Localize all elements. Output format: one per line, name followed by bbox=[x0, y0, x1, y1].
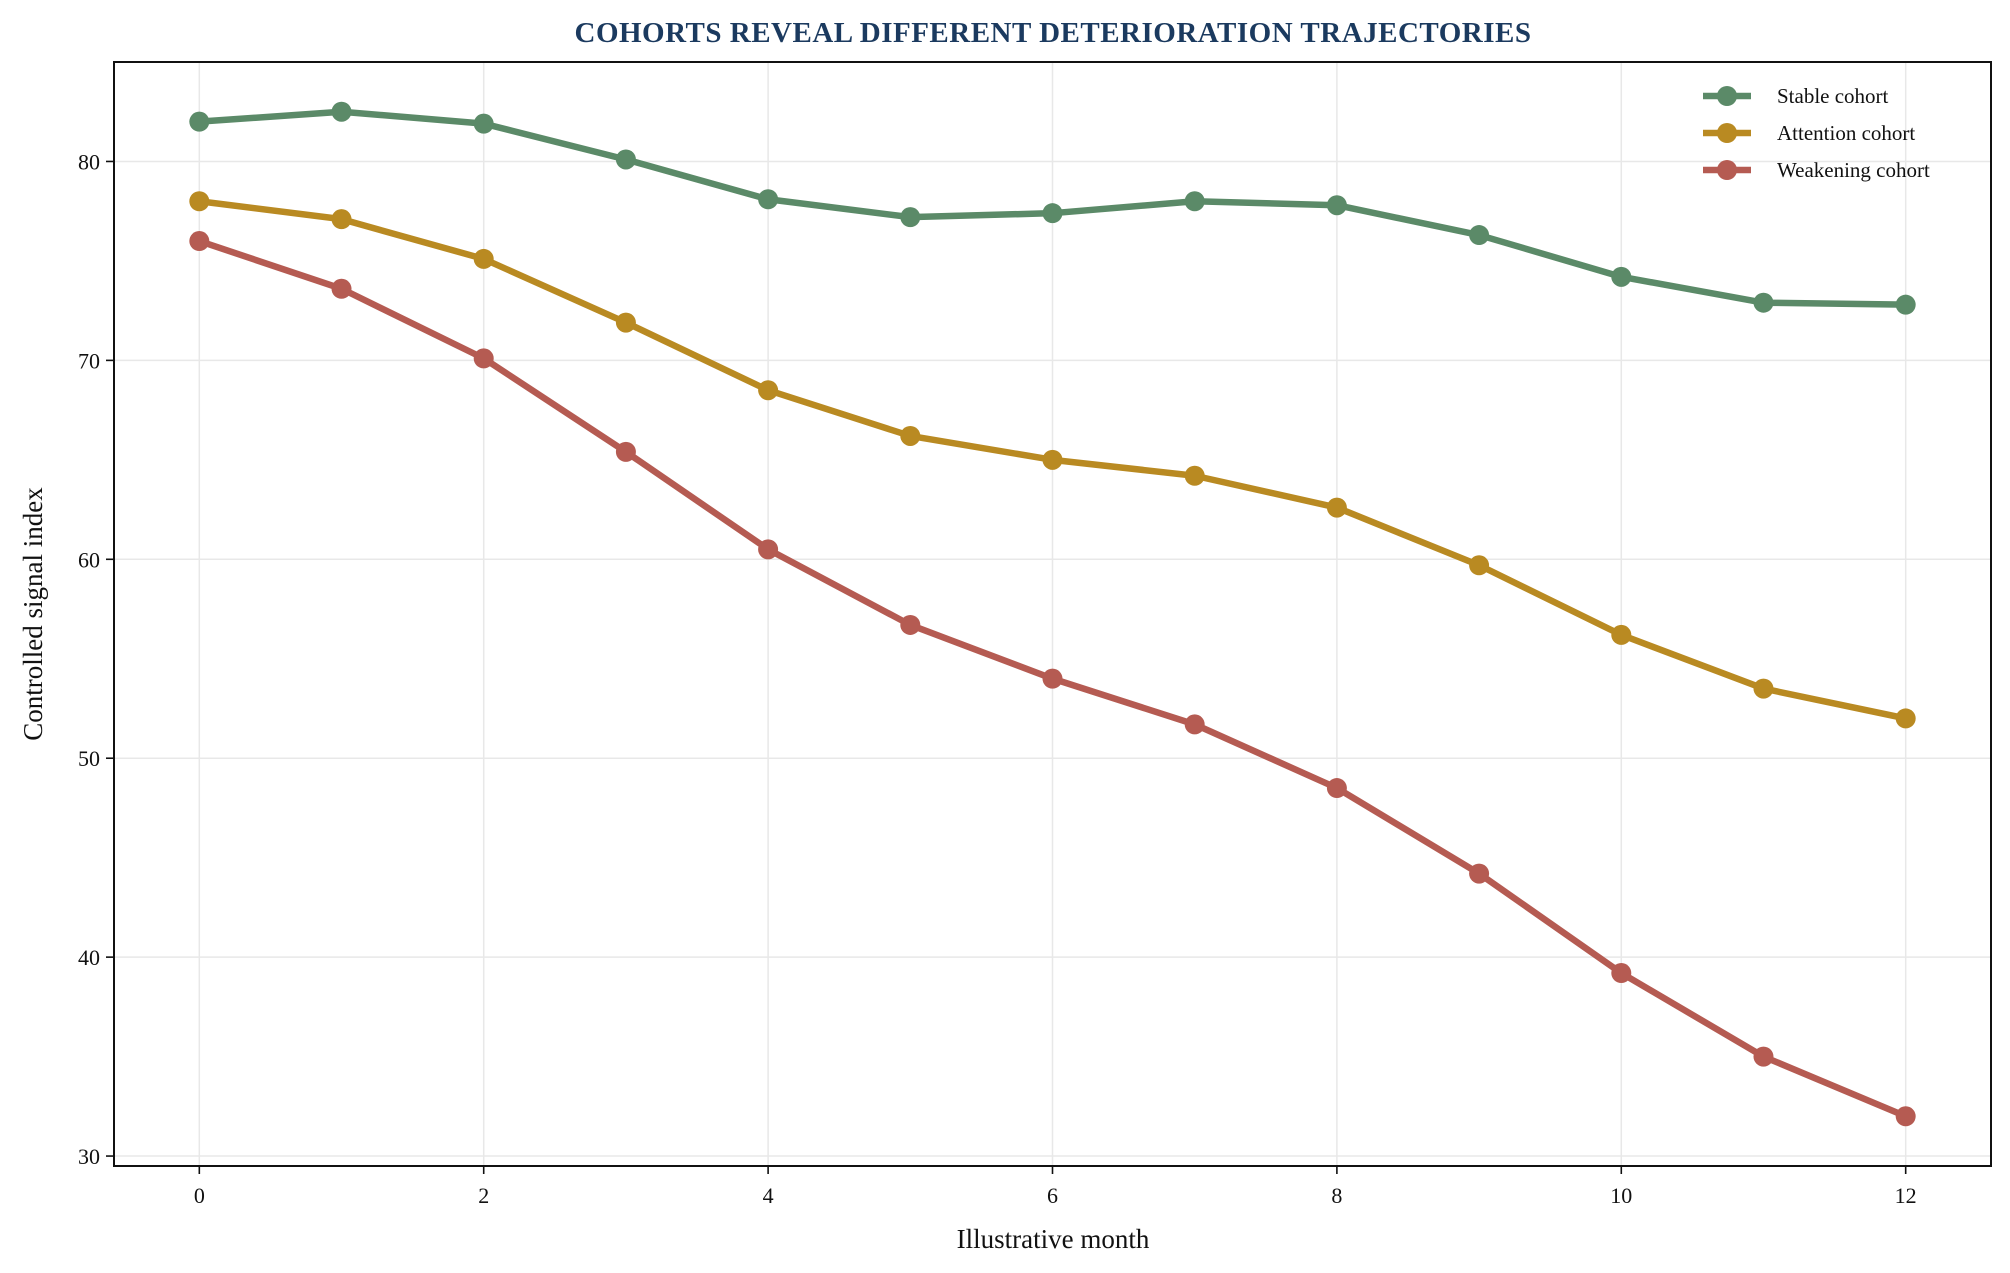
data-point bbox=[473, 348, 494, 369]
chart-title: COHORTS REVEAL DIFFERENT DETERIORATION T… bbox=[575, 17, 1532, 49]
y-tick-label: 30 bbox=[78, 1144, 100, 1169]
series-weakening-cohort bbox=[189, 231, 1916, 1127]
x-tick-label: 8 bbox=[1331, 1183, 1342, 1208]
data-point bbox=[1753, 1046, 1774, 1067]
data-point bbox=[1469, 863, 1490, 884]
data-point bbox=[331, 278, 352, 299]
data-point bbox=[1469, 225, 1490, 246]
data-point bbox=[615, 312, 636, 333]
data-point bbox=[1753, 292, 1774, 313]
data-point bbox=[473, 248, 494, 269]
axis-ticks: 0 2 4 6 8 10 12 30 40 50 60 70 80 bbox=[78, 149, 1917, 1208]
data-point bbox=[900, 614, 921, 635]
series-attention-cohort bbox=[189, 191, 1916, 729]
plot-series bbox=[189, 101, 1916, 1127]
data-point bbox=[1326, 778, 1347, 799]
legend-swatch-marker bbox=[1717, 86, 1737, 106]
y-tick-label: 70 bbox=[78, 348, 100, 373]
y-tick-label: 50 bbox=[78, 746, 100, 771]
data-point bbox=[1326, 195, 1347, 216]
legend-label: Weakening cohort bbox=[1777, 158, 1930, 182]
data-point bbox=[1469, 555, 1490, 576]
legend-item: Weakening cohort bbox=[1703, 158, 1930, 182]
series-stable-cohort bbox=[189, 101, 1916, 315]
data-point bbox=[758, 539, 779, 560]
data-point bbox=[331, 209, 352, 230]
data-point bbox=[1042, 668, 1063, 689]
data-point bbox=[189, 111, 210, 132]
data-point bbox=[1753, 678, 1774, 699]
data-point bbox=[1184, 714, 1205, 735]
data-point bbox=[1895, 1106, 1916, 1127]
x-tick-label: 2 bbox=[478, 1183, 489, 1208]
legend: Stable cohort Attention cohort Weakening c… bbox=[1703, 84, 1930, 182]
y-axis-label: Controlled signal index bbox=[18, 487, 48, 741]
x-tick-label: 0 bbox=[194, 1183, 205, 1208]
legend-swatch-marker bbox=[1717, 123, 1737, 143]
data-point bbox=[1611, 963, 1632, 984]
grid-lines bbox=[114, 62, 1991, 1166]
y-tick-label: 80 bbox=[78, 149, 100, 174]
data-point bbox=[900, 207, 921, 228]
data-point bbox=[1895, 294, 1916, 315]
x-tick-label: 10 bbox=[1610, 1183, 1632, 1208]
data-point bbox=[1042, 203, 1063, 224]
data-point bbox=[1184, 191, 1205, 212]
x-axis-label: Illustrative month bbox=[957, 1224, 1150, 1254]
legend-swatch-marker bbox=[1717, 160, 1737, 180]
x-tick-label: 12 bbox=[1895, 1183, 1917, 1208]
legend-label: Attention cohort bbox=[1777, 121, 1915, 145]
data-point bbox=[900, 425, 921, 446]
data-point bbox=[189, 231, 210, 252]
y-tick-label: 60 bbox=[78, 547, 100, 572]
data-point bbox=[1611, 624, 1632, 645]
data-point bbox=[758, 189, 779, 210]
data-point bbox=[615, 441, 636, 462]
data-point bbox=[331, 101, 352, 122]
legend-label: Stable cohort bbox=[1777, 84, 1889, 108]
data-point bbox=[1895, 708, 1916, 729]
data-point bbox=[1611, 266, 1632, 287]
data-point bbox=[473, 113, 494, 134]
data-point bbox=[1042, 449, 1063, 470]
y-tick-label: 40 bbox=[78, 945, 100, 970]
data-point bbox=[758, 380, 779, 401]
legend-item: Attention cohort bbox=[1703, 121, 1915, 145]
x-tick-label: 6 bbox=[1047, 1183, 1058, 1208]
data-point bbox=[615, 149, 636, 170]
data-point bbox=[1184, 465, 1205, 486]
x-tick-label: 4 bbox=[763, 1183, 774, 1208]
data-point bbox=[1326, 497, 1347, 518]
legend-item: Stable cohort bbox=[1703, 84, 1889, 108]
data-point bbox=[189, 191, 210, 212]
